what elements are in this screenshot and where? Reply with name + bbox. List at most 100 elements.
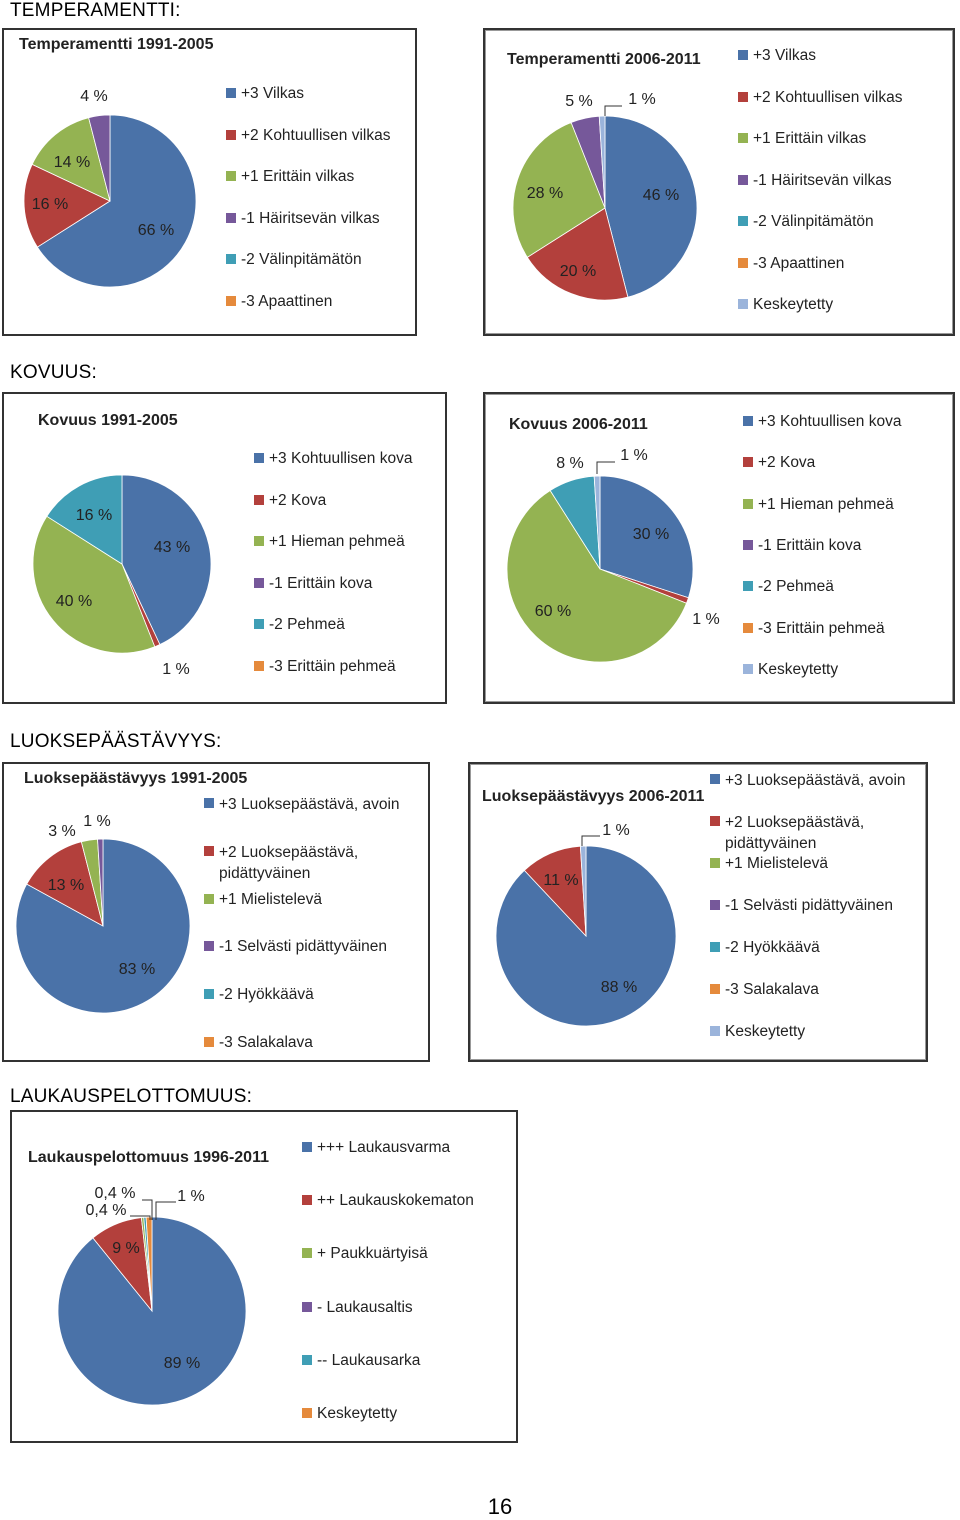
pie-chart: 89 % 9 % 0,4 %0,4 % 1 %	[57, 1185, 247, 1406]
legend-item-3-erittäin-pehmeä: -3 Erittäin pehmeä	[254, 657, 396, 677]
legend-swatch	[254, 660, 264, 671]
pie-slice-1-hieman-pehmeä	[506, 489, 687, 663]
pie-slice-3-kohtuullisen-kova	[599, 475, 694, 599]
legend-label: -1 Selvästi pidättyväinen	[725, 897, 894, 914]
legend-swatch	[204, 989, 214, 1000]
data-label-1-häiritsevän-vilkas: 5 %	[565, 93, 593, 110]
legend-swatch	[743, 457, 753, 468]
data-label-keskeytetty: 1 %	[177, 1188, 205, 1205]
pie-slice-1-hieman-pehmeä	[32, 515, 156, 654]
legend-item-1-erittäin-vilkas: +1 Erittäin vilkas	[738, 129, 866, 149]
legend-label: -3 Apaattinen	[241, 292, 333, 310]
legend-label: -1 Häiritsevän vilkas	[753, 171, 892, 189]
legend-label: -1 Häiritsevän vilkas	[241, 209, 380, 227]
legend-label: +1 Hieman pehmeä	[758, 495, 894, 513]
legend-item-2-välinpitämätön: -2 Välinpitämätön	[226, 250, 362, 270]
data-label-laukausvarma: 89 %	[164, 1355, 200, 1372]
data-label-3-kohtuullisen-kova: 30 %	[633, 526, 669, 543]
chart-panel-luoksepaastavyys-2006-2011: Luoksepäästävyys 2006-2011 88 % 11 % 1 % +…	[468, 762, 928, 1062]
chart-title: Temperamentti 1991-2005	[19, 36, 214, 53]
legend-swatch	[738, 216, 748, 226]
data-label-2-pehmeä: 8 %	[556, 455, 584, 472]
legend-label: +3 Luoksepäästävä, avoin	[219, 796, 400, 813]
pie-chart: 83 % 13 % 3 % 1 %	[15, 813, 191, 1014]
pie-slice-3-vilkas	[604, 115, 698, 298]
legend-swatch	[254, 494, 264, 505]
data-label-2-kohtuullisen-vilkas: 20 %	[560, 263, 596, 280]
legend-swatch	[302, 1195, 312, 1206]
legend-item-3-kohtuullisen-kova: +3 Kohtuullisen kova	[743, 412, 901, 432]
data-label-1-selvästi-pidättyväinen: 1 %	[83, 813, 111, 830]
pie-chart: 46 % 20 % 28 % 5 % 1 %	[512, 91, 698, 301]
legend-item-laukausarka: -- Laukausarka	[302, 1351, 420, 1371]
data-label-leader	[142, 1199, 153, 1220]
chart-panel-kovuus-2006-2011: Kovuus 2006-2011 30 % 1 % 60 % 8 % 1 % +3 Ko…	[483, 392, 955, 704]
legend-swatch	[738, 257, 748, 268]
legend-item-1-mielistelevä: +1 Mielistelevä	[710, 854, 828, 874]
legend-label: +3 Vilkas	[241, 85, 305, 102]
legend-swatch	[254, 536, 264, 546]
legend-label: -2 Välinpitämätön	[241, 251, 362, 268]
chart-title: Kovuus 1991-2005	[38, 412, 178, 429]
legend-swatch	[302, 1248, 312, 1259]
data-label-3-luoksepäästävä-avoin: 88 %	[601, 979, 637, 996]
pie-slice-3-vilkas	[36, 114, 197, 288]
legend-item-2-kova: +2 Kova	[743, 453, 815, 473]
section-heading-kovuus: KOVUUS:	[10, 362, 97, 383]
legend-label: +1 Erittäin vilkas	[241, 168, 355, 185]
legend-label: +3 Kohtuullisen kova	[269, 450, 413, 467]
section-heading-luoksepaastavyys: LUOKSEPÄÄSTÄVYYS:	[10, 731, 222, 752]
legend-label: +2 Kova	[269, 491, 327, 509]
data-label-leader	[581, 835, 600, 846]
legend-label: +1 Hieman pehmeä	[269, 533, 405, 550]
legend-item-2-kova: +2 Kova	[254, 491, 326, 511]
legend-label: +3 Luoksepäästävä, avoin	[725, 772, 906, 789]
legend-item-2-pehmeä: -2 Pehmeä	[743, 577, 834, 597]
data-label-leader	[130, 1215, 151, 1220]
legend-label: +2 Luoksepäästävä, pidättyväinen	[219, 843, 359, 882]
legend-item-1-erittäin-kova: -1 Erittäin kova	[254, 574, 372, 594]
legend-swatch	[302, 1354, 312, 1365]
data-label-paukkuärtyisä: 0,4 %	[95, 1185, 136, 1202]
legend-label: +1 Erittäin vilkas	[753, 130, 867, 147]
chart-title: Temperamentti 2006-2011	[507, 51, 701, 68]
legend-label: + Paukkuärtyisä	[317, 1245, 428, 1263]
legend-item-keskeytetty: Keskeytetty	[302, 1404, 397, 1424]
pie-chart: 43 % 1 % 40 % 16 %	[32, 474, 212, 678]
legend-label: -3 Apaattinen	[753, 254, 845, 272]
legend-swatch	[710, 900, 720, 910]
chart-title: Kovuus 2006-2011	[509, 416, 648, 433]
legend-swatch	[710, 1026, 720, 1036]
legend-label: -2 Hyökkäävä	[725, 939, 820, 956]
pie-chart: 30 % 1 % 60 % 8 % 1 %	[506, 447, 720, 663]
legend-item-2-hyökkäävä: -2 Hyökkäävä	[710, 938, 820, 958]
legend-item-3-erittäin-pehmeä: -3 Erittäin pehmeä	[743, 619, 885, 639]
chart-panel-temperamentti-2006-2011: Temperamentti 2006-2011 46 % 20 % 28 % 5 % 1…	[483, 28, 955, 336]
legend-swatch	[302, 1142, 312, 1152]
legend-label: -- Laukausarka	[317, 1351, 421, 1369]
pie-slice-2-kohtuullisen-vilkas	[526, 207, 629, 301]
data-label-1-erittäin-vilkas: 28 %	[527, 185, 563, 202]
legend-swatch	[204, 1037, 214, 1047]
legend-item-3-vilkas: +3 Vilkas	[226, 84, 304, 104]
legend-item-2-luoksepäästävä-pidättyväinen: +2 Luoksepäästävä, pidättyväinen	[204, 842, 409, 884]
data-label-1-hieman-pehmeä: 40 %	[56, 593, 92, 610]
legend-item-keskeytetty: Keskeytetty	[738, 295, 833, 315]
data-label-3-vilkas: 66 %	[138, 222, 174, 239]
legend-swatch	[204, 893, 214, 904]
legend-swatch	[738, 133, 748, 143]
data-label-1-häiritsevän-vilkas: 4 %	[80, 88, 108, 105]
legend-swatch	[738, 299, 748, 309]
legend-label: -3 Erittäin pehmeä	[758, 619, 885, 637]
data-label-keskeytetty: 1 %	[602, 822, 630, 839]
pie-slice-2-kohtuullisen-vilkas	[23, 163, 111, 248]
legend-label: -2 Välinpitämätön	[753, 213, 874, 230]
pie-slice-keskeytetty	[593, 475, 601, 570]
legend-label: Keskeytetty	[753, 296, 834, 313]
legend-label: +1 Mielistelevä	[219, 890, 322, 908]
legend-swatch	[204, 798, 214, 808]
legend-swatch	[226, 129, 236, 140]
legend-label: ++ Laukauskokematon	[317, 1192, 474, 1210]
data-label-1-hieman-pehmeä: 60 %	[535, 603, 571, 620]
legend-label: -2 Pehmeä	[269, 616, 345, 633]
